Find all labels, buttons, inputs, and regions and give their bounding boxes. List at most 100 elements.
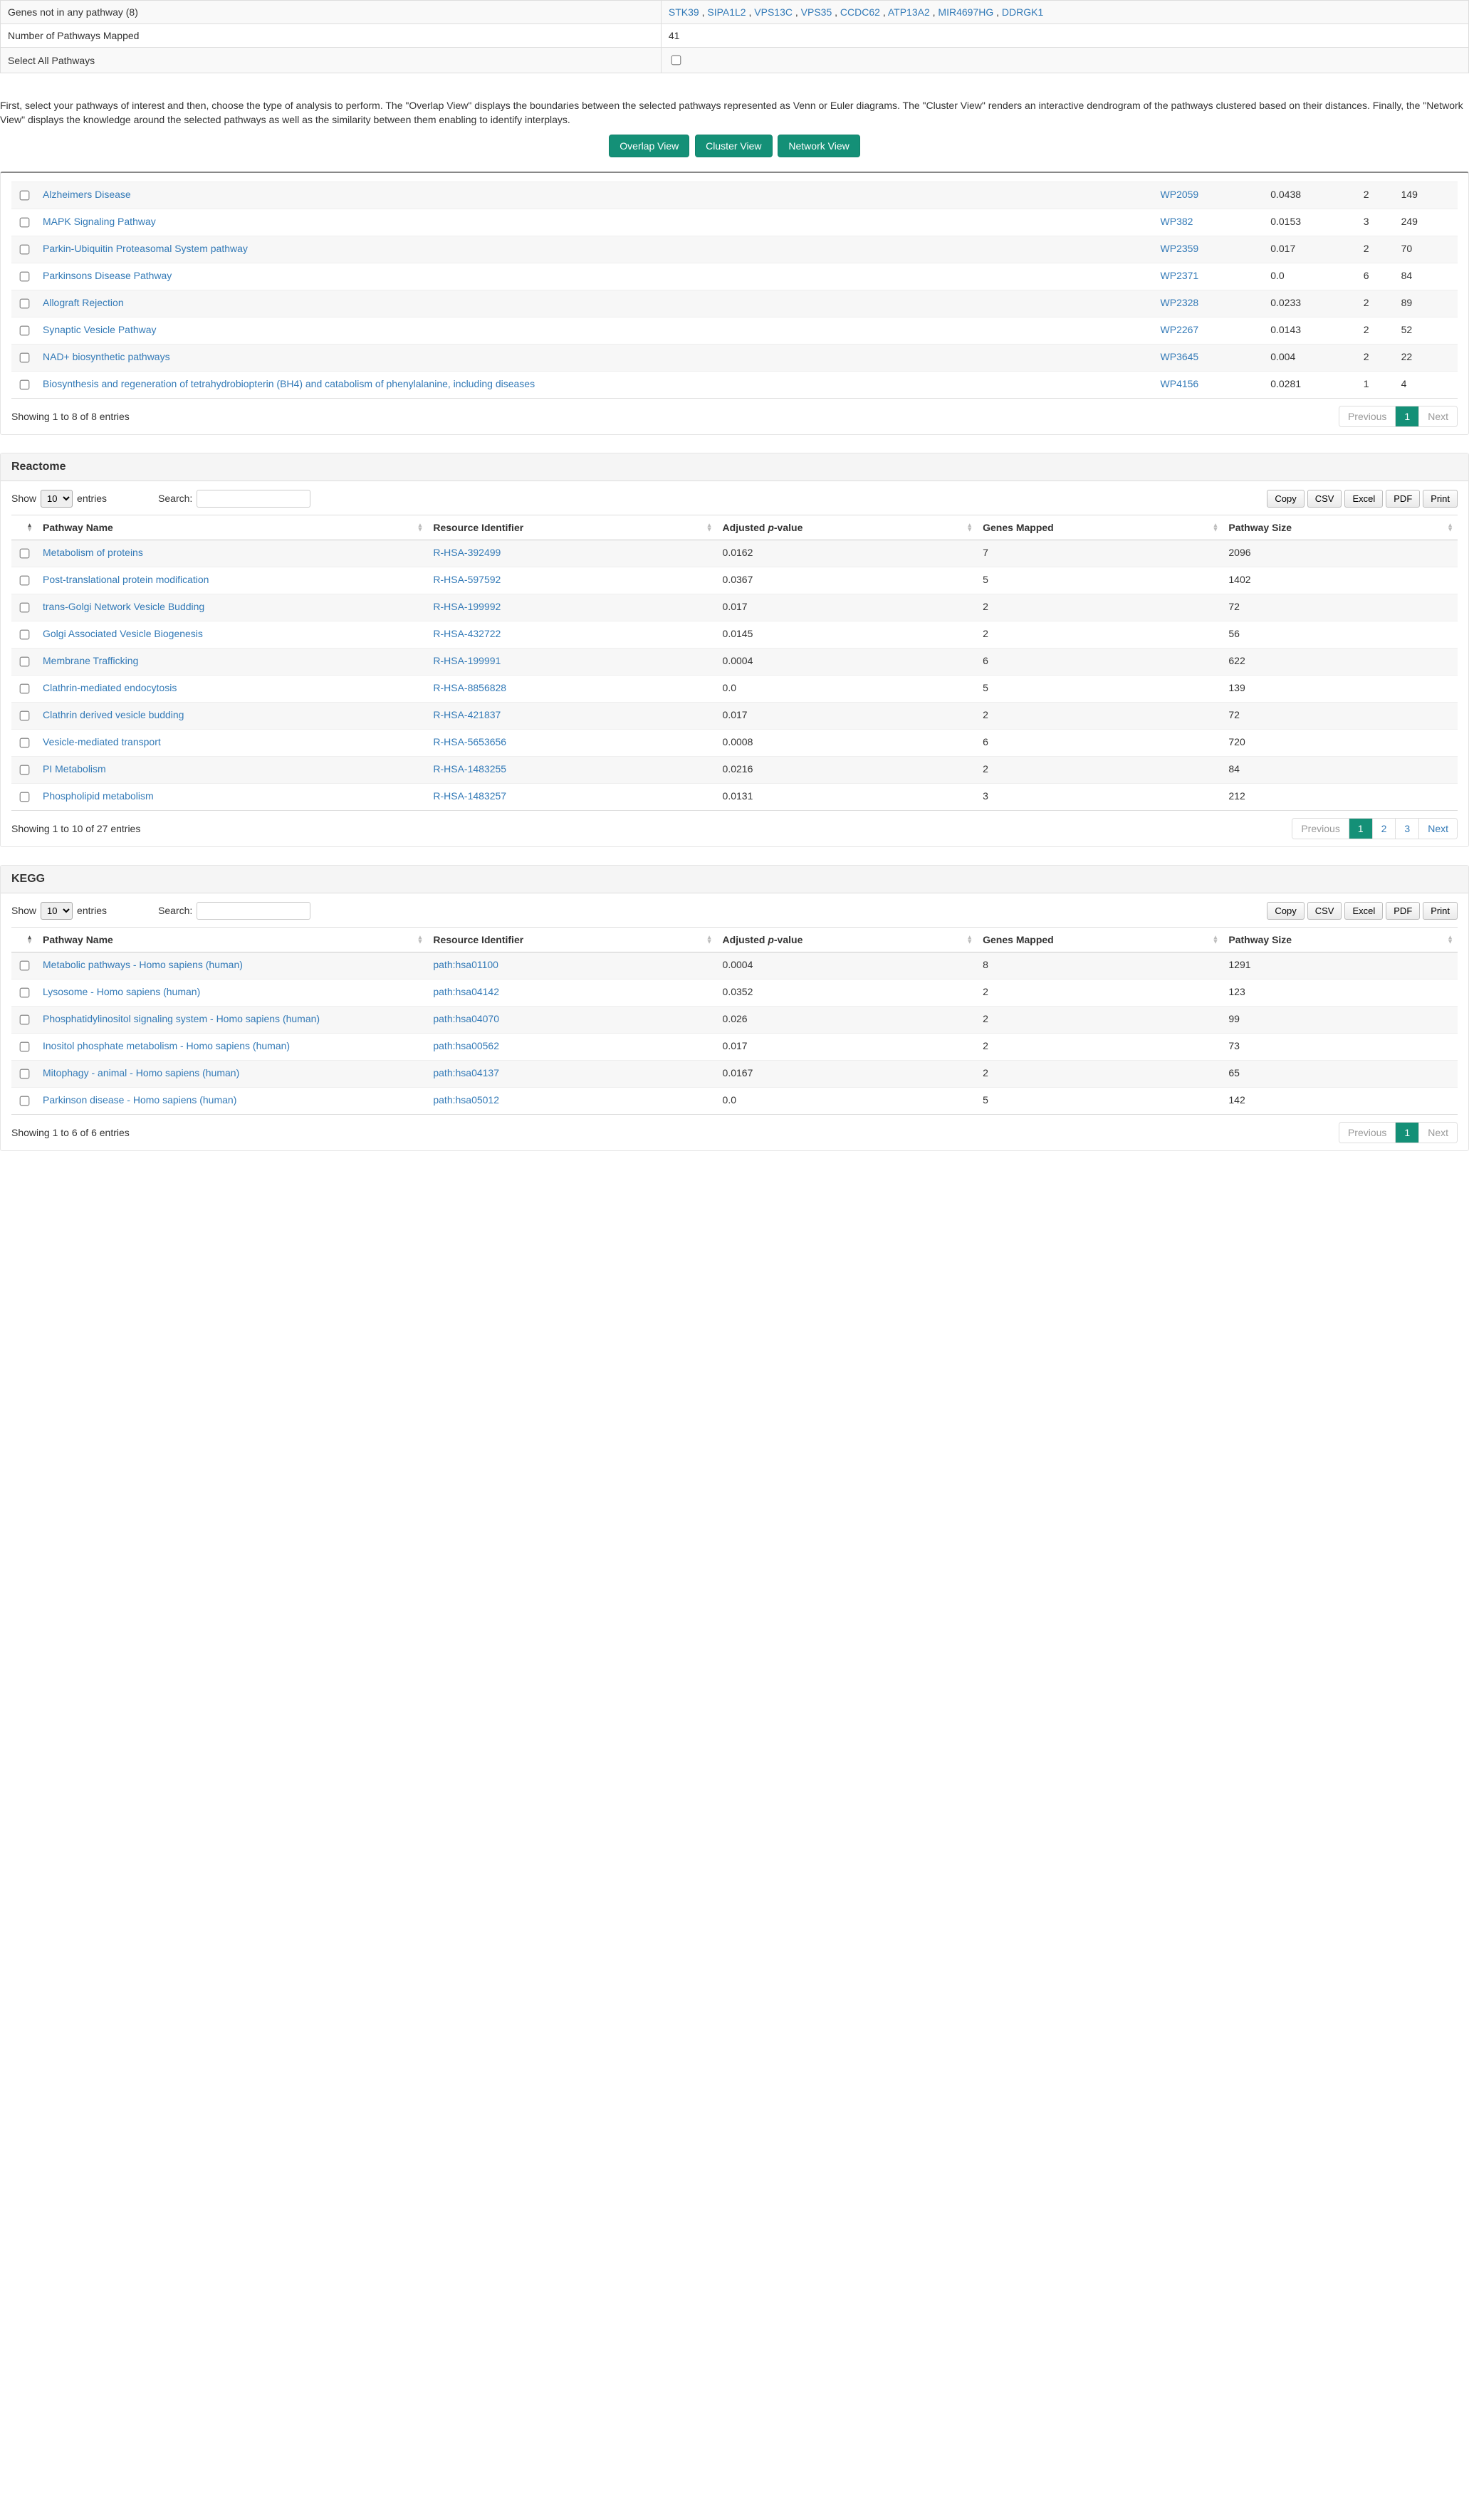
- row-checkbox[interactable]: [20, 737, 30, 747]
- pathway-name-link[interactable]: Inositol phosphate metabolism - Homo sap…: [43, 1040, 290, 1051]
- row-checkbox[interactable]: [20, 379, 30, 389]
- col-resource-id[interactable]: Resource Identifier▲▼: [427, 515, 716, 540]
- col-pathway-size[interactable]: Pathway Size▲▼: [1223, 927, 1458, 952]
- row-checkbox[interactable]: [20, 960, 30, 970]
- row-checkbox[interactable]: [20, 244, 30, 254]
- copy-button[interactable]: Copy: [1267, 902, 1304, 920]
- resource-id-link[interactable]: WP2059: [1161, 189, 1199, 200]
- resource-id-link[interactable]: R-HSA-597592: [433, 574, 501, 585]
- resource-id-link[interactable]: R-HSA-8856828: [433, 682, 506, 693]
- resource-id-link[interactable]: R-HSA-432722: [433, 628, 501, 639]
- overlap-view-button[interactable]: Overlap View: [609, 135, 689, 157]
- row-checkbox[interactable]: [20, 656, 30, 666]
- pdf-button[interactable]: PDF: [1386, 490, 1420, 508]
- pathway-name-link[interactable]: Membrane Trafficking: [43, 655, 138, 666]
- excel-button[interactable]: Excel: [1344, 490, 1383, 508]
- pathway-name-link[interactable]: Lysosome - Homo sapiens (human): [43, 986, 200, 997]
- col-genes-mapped[interactable]: Genes Mapped▲▼: [977, 515, 1223, 540]
- pdf-button[interactable]: PDF: [1386, 902, 1420, 920]
- resource-id-link[interactable]: WP2359: [1161, 243, 1199, 254]
- pathway-name-link[interactable]: Phospholipid metabolism: [43, 790, 154, 802]
- resource-id-link[interactable]: path:hsa04137: [433, 1067, 499, 1078]
- resource-id-link[interactable]: R-HSA-1483255: [433, 763, 506, 775]
- resource-id-link[interactable]: R-HSA-421837: [433, 709, 501, 720]
- page-number[interactable]: 1: [1349, 819, 1372, 839]
- resource-id-link[interactable]: path:hsa04142: [433, 986, 499, 997]
- copy-button[interactable]: Copy: [1267, 490, 1304, 508]
- pathway-name-link[interactable]: Clathrin derived vesicle budding: [43, 709, 184, 720]
- row-checkbox[interactable]: [20, 325, 30, 335]
- row-checkbox[interactable]: [20, 271, 30, 281]
- network-view-button[interactable]: Network View: [778, 135, 859, 157]
- resource-id-link[interactable]: R-HSA-392499: [433, 547, 501, 558]
- row-checkbox[interactable]: [20, 575, 30, 585]
- page-number[interactable]: 1: [1395, 1123, 1418, 1143]
- page-number[interactable]: 1: [1395, 406, 1418, 426]
- row-checkbox[interactable]: [20, 765, 30, 775]
- col-pathway-name[interactable]: Pathway Name▲▼: [37, 515, 427, 540]
- resource-id-link[interactable]: WP382: [1161, 216, 1193, 227]
- pathway-name-link[interactable]: NAD+ biosynthetic pathways: [43, 351, 170, 362]
- pathway-name-link[interactable]: Allograft Rejection: [43, 297, 124, 308]
- csv-button[interactable]: CSV: [1307, 490, 1342, 508]
- pathway-name-link[interactable]: Mitophagy - animal - Homo sapiens (human…: [43, 1067, 239, 1078]
- row-checkbox[interactable]: [20, 1096, 30, 1106]
- kegg-length-select[interactable]: 10: [41, 902, 73, 920]
- row-checkbox[interactable]: [20, 352, 30, 362]
- row-checkbox[interactable]: [20, 1014, 30, 1024]
- page-next[interactable]: Next: [1418, 819, 1457, 839]
- page-number[interactable]: 2: [1372, 819, 1396, 839]
- resource-id-link[interactable]: WP2371: [1161, 270, 1199, 281]
- resource-id-link[interactable]: path:hsa01100: [433, 959, 498, 970]
- resource-id-link[interactable]: WP3645: [1161, 351, 1199, 362]
- row-checkbox[interactable]: [20, 987, 30, 997]
- row-checkbox[interactable]: [20, 629, 30, 639]
- col-resource-id[interactable]: Resource Identifier▲▼: [427, 927, 716, 952]
- pathway-name-link[interactable]: Biosynthesis and regeneration of tetrahy…: [43, 378, 535, 389]
- resource-id-link[interactable]: WP2267: [1161, 324, 1199, 335]
- resource-id-link[interactable]: path:hsa04070: [433, 1013, 499, 1024]
- pathway-name-link[interactable]: Metabolic pathways - Homo sapiens (human…: [43, 959, 243, 970]
- row-checkbox[interactable]: [20, 710, 30, 720]
- cluster-view-button[interactable]: Cluster View: [695, 135, 772, 157]
- pathway-name-link[interactable]: Vesicle-mediated transport: [43, 736, 161, 747]
- gene-link[interactable]: ATP13A2: [888, 6, 930, 18]
- col-genes-mapped[interactable]: Genes Mapped▲▼: [977, 927, 1223, 952]
- excel-button[interactable]: Excel: [1344, 902, 1383, 920]
- page-number[interactable]: 3: [1395, 819, 1418, 839]
- pathway-name-link[interactable]: PI Metabolism: [43, 763, 106, 775]
- pathway-name-link[interactable]: Parkin-Ubiquitin Proteasomal System path…: [43, 243, 248, 254]
- resource-id-link[interactable]: R-HSA-199992: [433, 601, 501, 612]
- gene-link[interactable]: SIPA1L2: [707, 6, 746, 18]
- row-checkbox[interactable]: [20, 1041, 30, 1051]
- pathway-name-link[interactable]: Parkinsons Disease Pathway: [43, 270, 172, 281]
- resource-id-link[interactable]: R-HSA-5653656: [433, 736, 506, 747]
- pathway-name-link[interactable]: Alzheimers Disease: [43, 189, 131, 200]
- gene-link[interactable]: VPS35: [801, 6, 832, 18]
- reactome-search-input[interactable]: [197, 490, 310, 508]
- pathway-name-link[interactable]: Phosphatidylinositol signaling system - …: [43, 1013, 320, 1024]
- resource-id-link[interactable]: R-HSA-199991: [433, 655, 501, 666]
- row-checkbox[interactable]: [20, 683, 30, 693]
- col-pathway-name[interactable]: Pathway Name▲▼: [37, 927, 427, 952]
- resource-id-link[interactable]: R-HSA-1483257: [433, 790, 506, 802]
- gene-link[interactable]: VPS13C: [754, 6, 793, 18]
- pathway-name-link[interactable]: Synaptic Vesicle Pathway: [43, 324, 157, 335]
- col-pathway-size[interactable]: Pathway Size▲▼: [1223, 515, 1458, 540]
- row-checkbox[interactable]: [20, 792, 30, 802]
- pathway-name-link[interactable]: Metabolism of proteins: [43, 547, 143, 558]
- resource-id-link[interactable]: path:hsa00562: [433, 1040, 499, 1051]
- pathway-name-link[interactable]: MAPK Signaling Pathway: [43, 216, 156, 227]
- row-checkbox[interactable]: [20, 548, 30, 558]
- resource-id-link[interactable]: WP2328: [1161, 297, 1199, 308]
- col-pvalue[interactable]: Adjusted p-value▲▼: [717, 927, 978, 952]
- gene-link[interactable]: STK39: [669, 6, 699, 18]
- row-checkbox[interactable]: [20, 217, 30, 227]
- gene-link[interactable]: MIR4697HG: [938, 6, 993, 18]
- pathway-name-link[interactable]: Clathrin-mediated endocytosis: [43, 682, 177, 693]
- resource-id-link[interactable]: WP4156: [1161, 378, 1199, 389]
- kegg-search-input[interactable]: [197, 902, 310, 920]
- csv-button[interactable]: CSV: [1307, 902, 1342, 920]
- row-checkbox[interactable]: [20, 602, 30, 612]
- col-select[interactable]: ▲▼: [11, 927, 37, 952]
